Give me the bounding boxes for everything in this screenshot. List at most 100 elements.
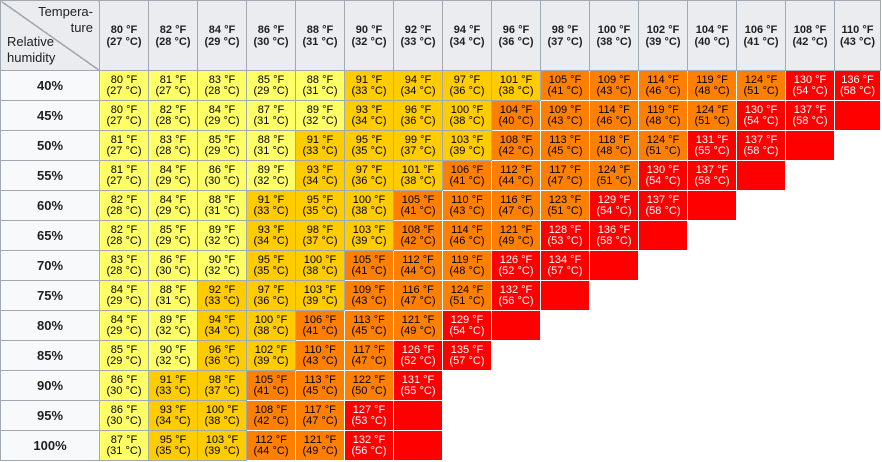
cell-value-f: 119 °F (696, 73, 728, 86)
cell-value-f: 114 °F (451, 223, 483, 236)
cell-value-c: (51 °C) (743, 84, 779, 97)
cell-value-c: (34 °C) (400, 84, 436, 97)
cell-value-f: 131 °F (401, 373, 435, 386)
table-body: 40% 80 °F (27 °C) 81 °F (27 °C) 83 °F (28 °C) 8… (0, 70, 881, 461)
heat-index-cell: 124 °F (51 °C) (442, 280, 492, 311)
heat-index-cell: 116 °F (47 °C) (393, 280, 443, 311)
cell-value-c: (54 °C) (449, 324, 485, 337)
column-header-f: 100 °F (597, 23, 631, 36)
table-row: 50% 81 °F (27 °C) 83 °F (28 °C) 85 °F (29 °C) 8… (0, 130, 881, 161)
empty-cell (491, 340, 541, 371)
cell-value-c: (29 °C) (106, 354, 142, 367)
cell-value-f: 98 °F (208, 373, 236, 386)
column-header-f: 90 °F (355, 23, 383, 36)
empty-cell (442, 400, 492, 431)
cell-value-c: (46 °C) (449, 234, 485, 247)
cell-value-f: 113 °F (549, 133, 581, 146)
cell-value-c: (43 °C) (351, 294, 387, 307)
heat-index-cell (638, 220, 688, 251)
cell-value-c: (38 °C) (302, 264, 338, 277)
row-header-humidity: 100% (0, 430, 100, 461)
cell-value-c: (51 °C) (596, 174, 632, 187)
cell-value-c: (58 °C) (840, 84, 875, 97)
heat-index-cell: 83 °F (28 °C) (99, 250, 149, 281)
empty-cell (638, 340, 688, 371)
cell-value-c: (42 °C) (498, 144, 534, 157)
cell-value-f: 82 °F (110, 193, 138, 206)
cell-value-c: (38 °C) (351, 204, 387, 217)
cell-value-f: 105 °F (548, 73, 582, 86)
cell-value-f: 93 °F (355, 103, 383, 116)
cell-value-c: (47 °C) (498, 204, 534, 217)
cell-value-f: 108 °F (254, 403, 288, 416)
table-row: 85% 85 °F (29 °C) 90 °F (32 °C) 96 °F (36 °C) 1… (0, 340, 881, 371)
column-header: 90 °F (32 °C) (344, 0, 394, 71)
cell-value-c: (32 °C) (155, 354, 191, 367)
empty-cell (638, 280, 688, 311)
empty-cell (540, 310, 590, 341)
empty-cell (540, 340, 590, 371)
cell-value-f: 87 °F (110, 433, 138, 446)
cell-value-c: (39 °C) (302, 294, 338, 307)
heat-index-cell: 108 °F (42 °C) (393, 220, 443, 251)
cell-value-f: 129 °F (450, 313, 484, 326)
cell-value-f: 112 °F (402, 253, 434, 266)
table-row: 80% 84 °F (29 °C) 89 °F (32 °C) 94 °F (34 °C) 1… (0, 310, 881, 341)
empty-cell (834, 400, 881, 431)
heat-index-cell: 101 °F (38 °C) (491, 70, 541, 101)
cell-value-c: (47 °C) (547, 174, 583, 187)
cell-value-f: 105 °F (254, 373, 288, 386)
cell-value-c: (39 °C) (204, 444, 240, 457)
heat-index-cell: 117 °F (47 °C) (540, 160, 590, 191)
table-row: 100% 87 °F (31 °C) 95 °F (35 °C) 103 °F (39 °C… (0, 430, 881, 461)
heat-index-cell: 119 °F (48 °C) (687, 70, 737, 101)
cell-value-c: (36 °C) (449, 84, 485, 97)
column-header-f: 108 °F (793, 23, 827, 36)
cell-value-f: 106 °F (450, 163, 484, 176)
heat-index-cell: 88 °F (31 °C) (295, 70, 345, 101)
heat-index-cell: 137 °F (58 °C) (687, 160, 737, 191)
heat-index-cell (834, 100, 881, 131)
empty-cell (785, 160, 835, 191)
heat-index-cell: 132 °F (56 °C) (491, 280, 541, 311)
cell-value-c: (31 °C) (253, 114, 289, 127)
cell-value-f: 121 °F (401, 313, 435, 326)
heat-index-cell: 114 °F (46 °C) (589, 100, 639, 131)
empty-cell (638, 400, 688, 431)
empty-cell (736, 310, 786, 341)
cell-value-f: 136 °F (841, 73, 874, 86)
cell-value-f: 92 °F (208, 283, 236, 296)
cell-value-c: (39 °C) (253, 354, 289, 367)
cell-value-f: 119 °F (451, 253, 483, 266)
column-header-f: 82 °F (159, 23, 187, 36)
cell-value-c: (30 °C) (106, 414, 142, 427)
heat-index-cell: 86 °F (30 °C) (99, 400, 149, 431)
column-header-f: 92 °F (404, 23, 432, 36)
cell-value-c: (51 °C) (694, 114, 730, 127)
heat-index-cell: 95 °F (35 °C) (295, 190, 345, 221)
row-header-humidity: 75% (0, 280, 100, 311)
cell-value-c: (29 °C) (204, 114, 240, 127)
cell-value-c: (28 °C) (204, 84, 240, 97)
cell-value-c: (56 °C) (351, 444, 387, 457)
empty-cell (589, 280, 639, 311)
heat-index-cell: 104 °F (40 °C) (491, 100, 541, 131)
empty-cell (834, 130, 881, 161)
table-row: 70% 83 °F (28 °C) 86 °F (30 °C) 90 °F (32 °C) 9… (0, 250, 881, 281)
empty-cell (736, 400, 786, 431)
heat-index-cell: 89 °F (32 °C) (295, 100, 345, 131)
heat-index-cell: 95 °F (35 °C) (246, 250, 296, 281)
cell-value-f: 91 °F (306, 133, 334, 146)
heat-index-cell: 114 °F (46 °C) (638, 70, 688, 101)
cell-value-c: (57 °C) (449, 354, 485, 367)
empty-cell (736, 370, 786, 401)
heat-index-cell: 96 °F (36 °C) (197, 340, 247, 371)
row-header-humidity: 45% (0, 100, 100, 131)
cell-value-f: 94 °F (404, 73, 432, 86)
empty-cell (834, 280, 881, 311)
cell-value-c: (48 °C) (694, 84, 730, 97)
heat-index-cell (785, 130, 835, 161)
cell-value-c: (58 °C) (743, 144, 779, 157)
cell-value-f: 93 °F (257, 223, 285, 236)
cell-value-c: (31 °C) (302, 84, 338, 97)
